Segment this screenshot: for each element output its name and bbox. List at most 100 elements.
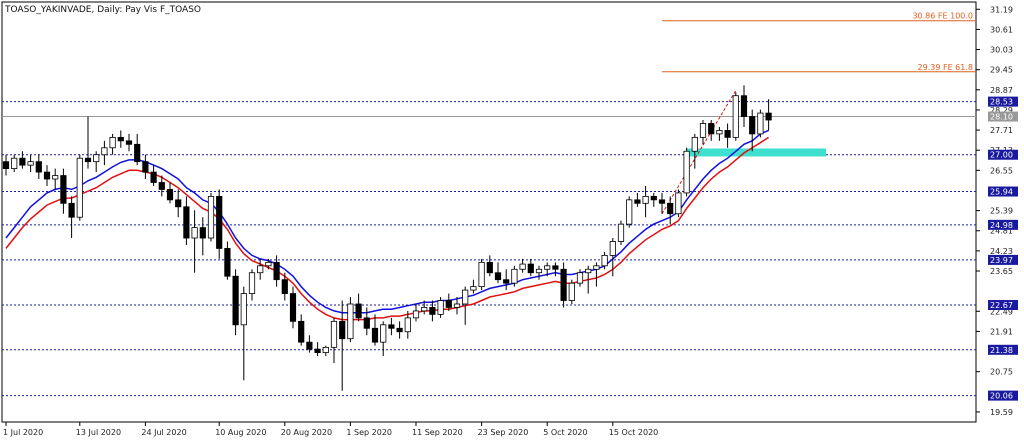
candle-body <box>330 320 338 348</box>
support-zone <box>686 148 826 157</box>
candle-body <box>248 272 256 294</box>
candle-body <box>166 189 174 201</box>
level-tag-label: 28.53 <box>990 98 1013 107</box>
candle-body <box>380 324 387 343</box>
candle-body <box>691 136 698 152</box>
candle-body <box>568 282 575 301</box>
x-tick-label: 23 Sep 2020 <box>478 428 529 437</box>
candle-body <box>503 279 510 284</box>
candle-body <box>306 341 313 350</box>
candle-body <box>462 289 469 305</box>
y-tick-label: 28.29 <box>990 106 1013 115</box>
candle-body <box>355 303 362 319</box>
candle-body <box>658 199 666 204</box>
level-tag <box>988 96 1018 107</box>
candle-body <box>207 195 215 239</box>
current-price-tag <box>988 111 1018 122</box>
candle-body <box>224 248 231 277</box>
candle-body <box>2 161 10 170</box>
candle-body <box>699 123 707 138</box>
candle-body <box>675 192 682 215</box>
y-tick-label: 27.71 <box>990 126 1013 135</box>
fib-label: 29.39 FE 61.8 <box>918 63 973 72</box>
y-tick-label: 24.81 <box>990 227 1013 236</box>
candle-body <box>617 223 625 242</box>
x-tick-label: 24 Jul 2020 <box>141 428 186 437</box>
candle-body <box>593 265 600 270</box>
candle-body <box>11 157 18 170</box>
candle-body <box>27 161 34 166</box>
candle-body <box>560 268 567 301</box>
candle-body <box>109 136 116 149</box>
candle-body <box>125 140 133 145</box>
x-tick-label: 20 Aug 2020 <box>281 428 332 437</box>
ema-slow-line <box>5 136 770 321</box>
candle-body <box>68 202 75 218</box>
level-tag-label: 20.06 <box>990 392 1013 401</box>
level-tag <box>988 390 1018 401</box>
y-tick-label: 31.19 <box>990 5 1013 14</box>
candle-body <box>150 171 157 183</box>
candle-body <box>371 327 379 343</box>
level-tag <box>988 254 1018 265</box>
candle-body <box>101 147 108 156</box>
candle-body <box>552 265 559 270</box>
fib-label: 30.86 FE 100.0 <box>912 12 973 21</box>
candle-body <box>76 157 83 218</box>
candle-body <box>732 95 739 138</box>
candle-body <box>421 307 428 312</box>
level-tag <box>988 344 1018 355</box>
candle-body <box>470 286 477 291</box>
y-tick-label: 20.75 <box>990 368 1013 377</box>
y-tick-label: 28.87 <box>990 86 1013 95</box>
candle-body <box>281 279 288 294</box>
current-price-label: 28.10 <box>990 113 1013 122</box>
candle-body <box>437 300 444 315</box>
y-tick-label: 23.65 <box>990 267 1013 276</box>
candle-body <box>265 261 272 267</box>
candle-body <box>183 206 190 239</box>
candle-body <box>535 268 543 274</box>
candle-body <box>519 263 526 270</box>
candle-body <box>93 154 100 163</box>
candle-body <box>396 327 403 333</box>
candle-body <box>19 157 26 166</box>
level-tag <box>988 186 1018 197</box>
candle-body <box>117 136 124 142</box>
candle-body <box>43 171 51 180</box>
candle-body <box>527 263 534 274</box>
x-tick-label: 5 Oct 2020 <box>543 428 587 437</box>
candle-body <box>642 195 649 204</box>
y-tick-label: 25.39 <box>990 207 1013 216</box>
candle-body <box>650 195 657 201</box>
candle-body <box>749 116 756 135</box>
candle-body <box>158 182 165 190</box>
candle-body <box>445 300 452 308</box>
candle-body <box>412 310 420 319</box>
candle-body <box>511 268 518 284</box>
y-tick-label: 21.91 <box>990 327 1013 336</box>
y-tick-label: 26.55 <box>990 166 1013 175</box>
candle-body <box>601 254 608 267</box>
candle-body <box>347 303 354 340</box>
candle-body <box>314 348 321 353</box>
candle-body <box>257 265 264 274</box>
y-tick-label: 29.45 <box>990 66 1013 75</box>
candle-body <box>175 199 182 208</box>
y-tick-label: 24.23 <box>990 247 1013 256</box>
candle-body <box>609 241 616 256</box>
candle-body <box>585 268 592 274</box>
candle-body <box>453 303 461 308</box>
candle-body <box>84 157 92 163</box>
candle-body <box>576 272 584 284</box>
candle-body <box>404 317 411 333</box>
x-tick-label: 10 Aug 2020 <box>215 428 266 437</box>
candle-body <box>216 195 223 249</box>
candle-body <box>191 227 198 239</box>
candle-body <box>240 293 247 326</box>
candle-body <box>429 307 436 315</box>
candle-body <box>724 130 731 138</box>
candle-body <box>634 199 641 204</box>
ema-fast-line <box>5 129 769 314</box>
